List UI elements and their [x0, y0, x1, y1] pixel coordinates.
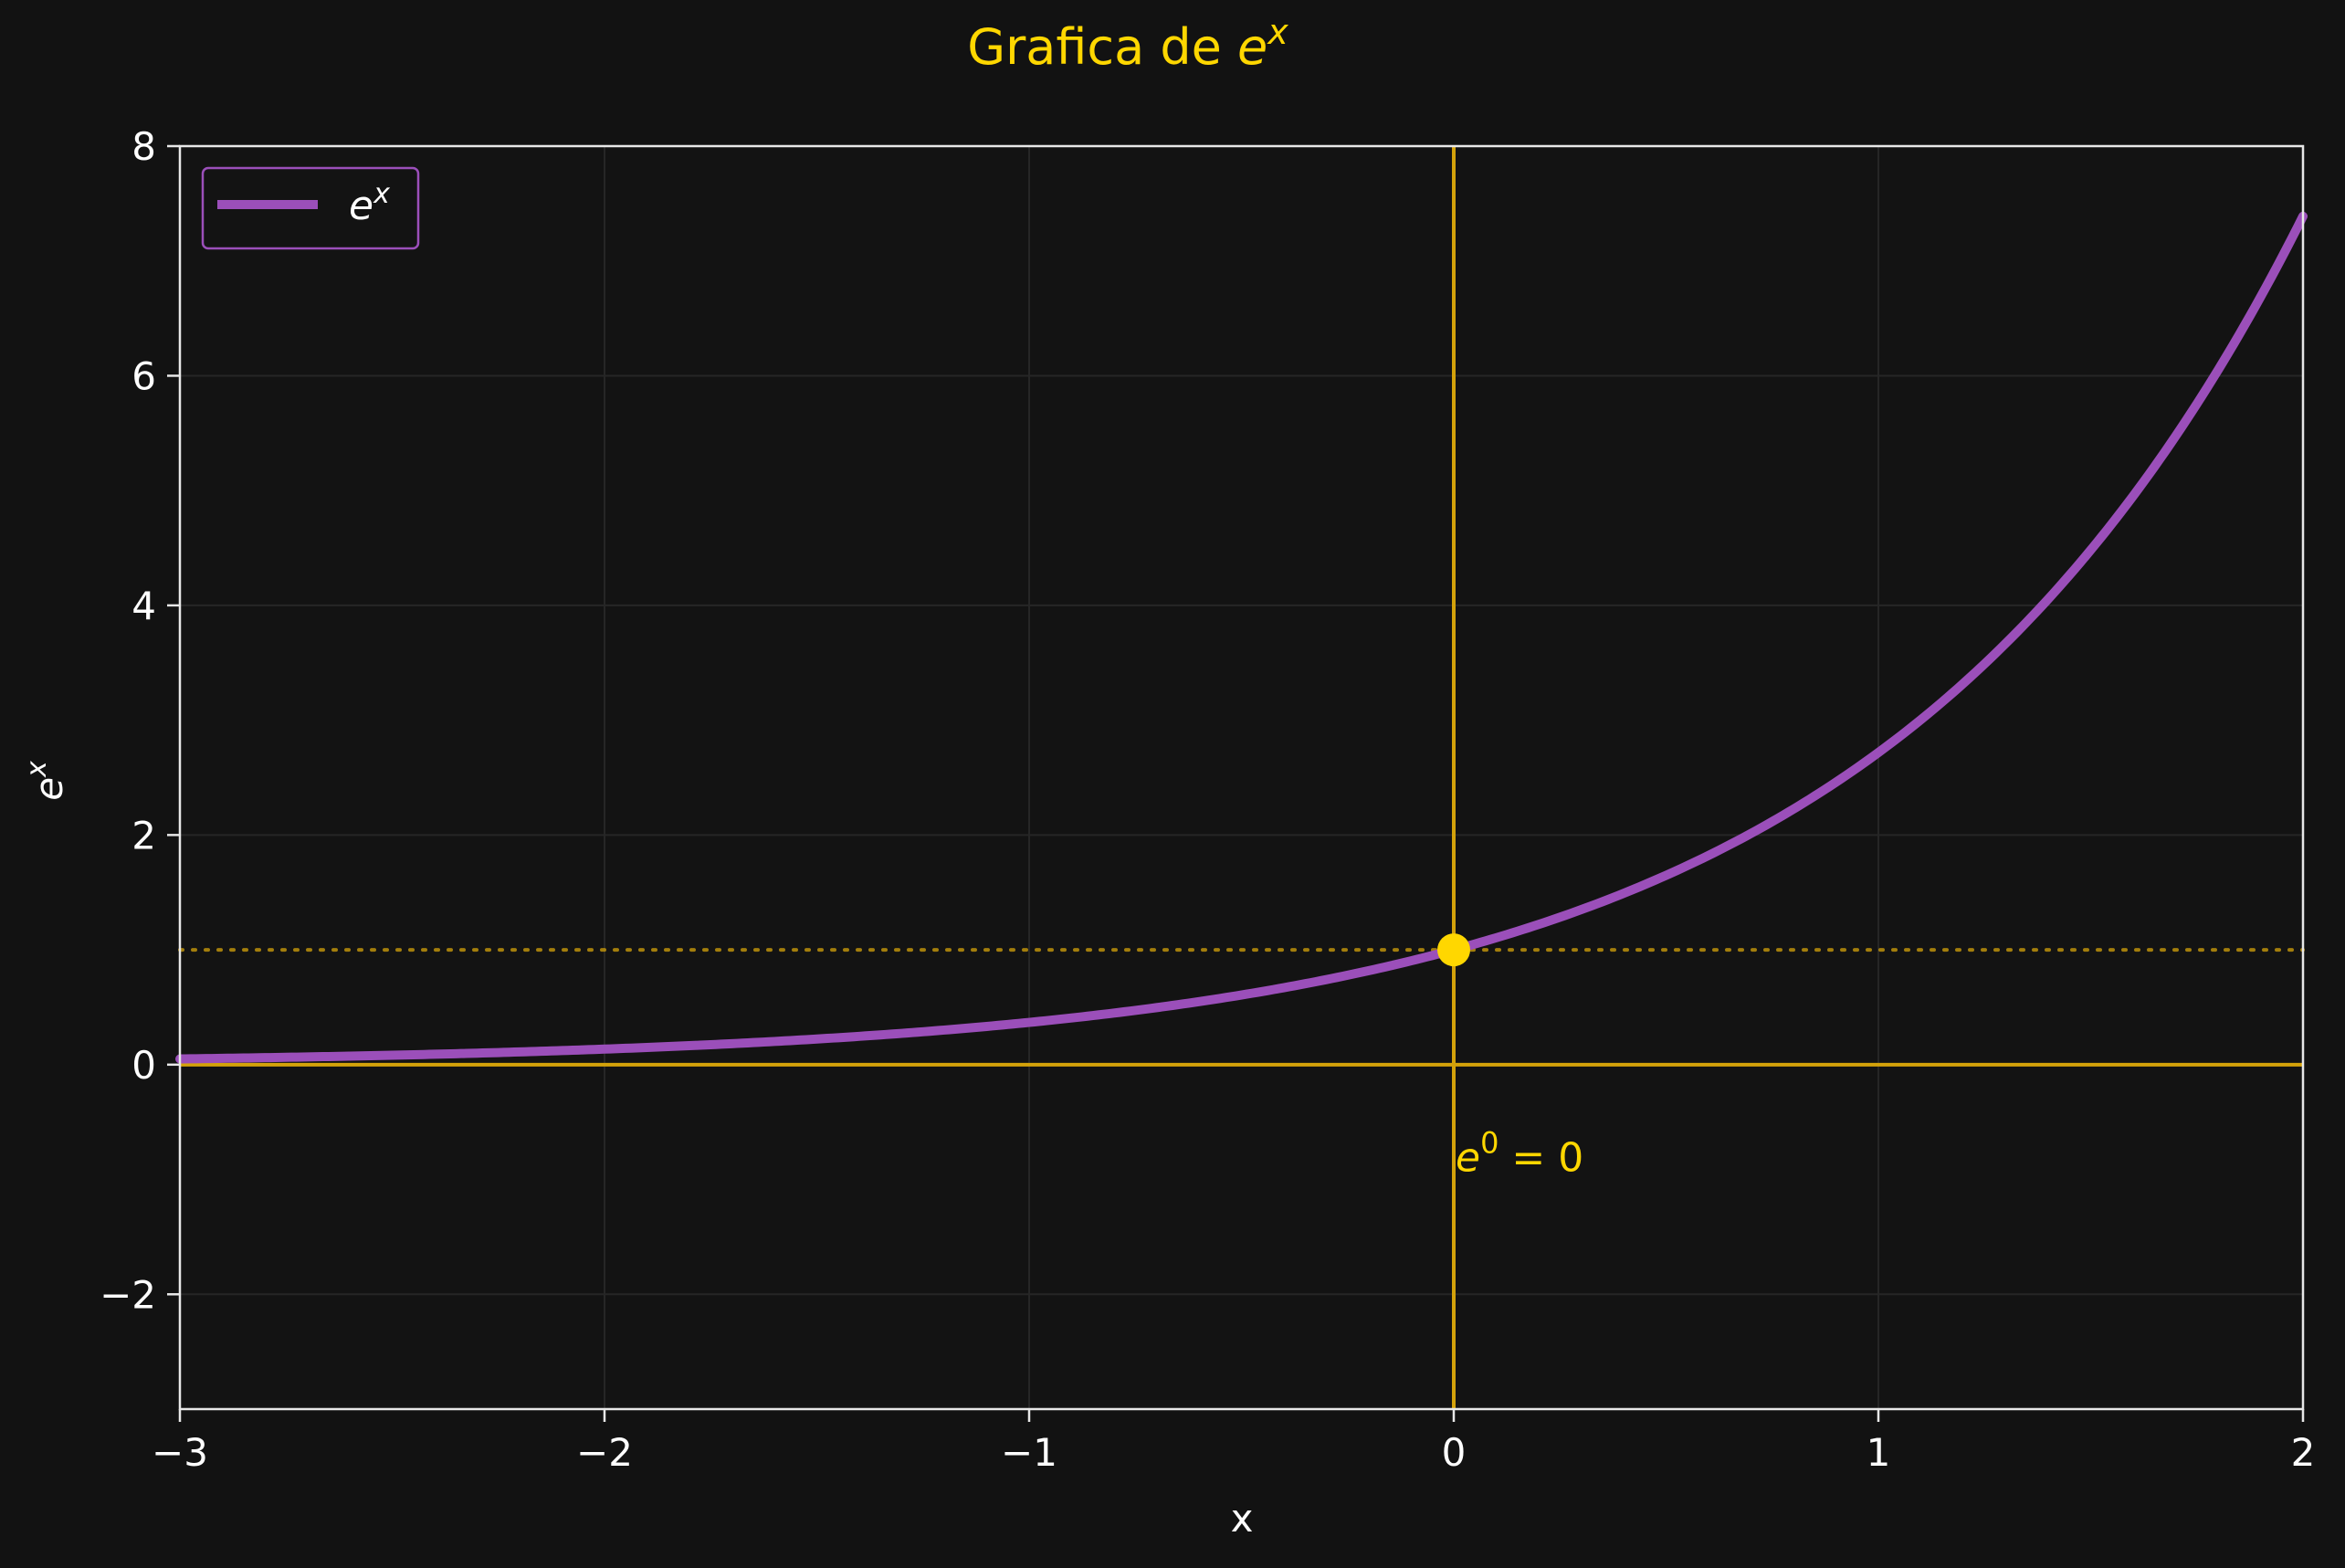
y-axis-label: ex [21, 761, 71, 801]
y-tick-label: 0 [131, 1043, 156, 1088]
legend-entry-sup: x [373, 178, 390, 210]
annotation-base: e [1456, 1134, 1480, 1181]
y-tick-label: −2 [100, 1272, 156, 1317]
x-tick-label: −1 [1001, 1430, 1057, 1475]
legend: ex [201, 166, 420, 250]
plot-area [180, 146, 2303, 1409]
annotation-label: e0 = 0 [1456, 1125, 1583, 1181]
plot-frame [178, 144, 2305, 1411]
chart-title-base: e [1237, 18, 1267, 76]
x-tick-label: −2 [576, 1430, 633, 1475]
annotation-rest: = 0 [1498, 1134, 1583, 1181]
series-line-exp [175, 211, 2308, 1064]
ticks: −3 −2 −1 0 1 2 −2 0 2 4 6 8 [100, 124, 2315, 1475]
highlight-point [1437, 933, 1470, 967]
x-tick-label: 2 [2291, 1430, 2316, 1475]
y-tick-label: 2 [131, 813, 156, 858]
reference-lines [178, 146, 2305, 1409]
x-tick-label: 1 [1867, 1430, 1891, 1475]
x-tick-label: 0 [1442, 1430, 1467, 1475]
chart-title: Grafica de ex [967, 12, 1288, 76]
chart-title-sup: x [1267, 12, 1288, 52]
chart-title-text: Grafica de [967, 18, 1237, 76]
y-tick-label: 8 [131, 124, 156, 169]
y-tick-label: 6 [131, 353, 156, 398]
y-axis-label-sup: x [21, 761, 53, 778]
x-tick-label: −3 [152, 1430, 208, 1475]
legend-entry-label: ex [349, 178, 390, 229]
y-tick-label: 4 [131, 584, 156, 628]
x-axis-label: x [1231, 1496, 1254, 1541]
legend-entry-base: e [349, 183, 373, 229]
annotation-sup: 0 [1480, 1125, 1498, 1160]
y-axis-label-base: e [26, 777, 71, 801]
